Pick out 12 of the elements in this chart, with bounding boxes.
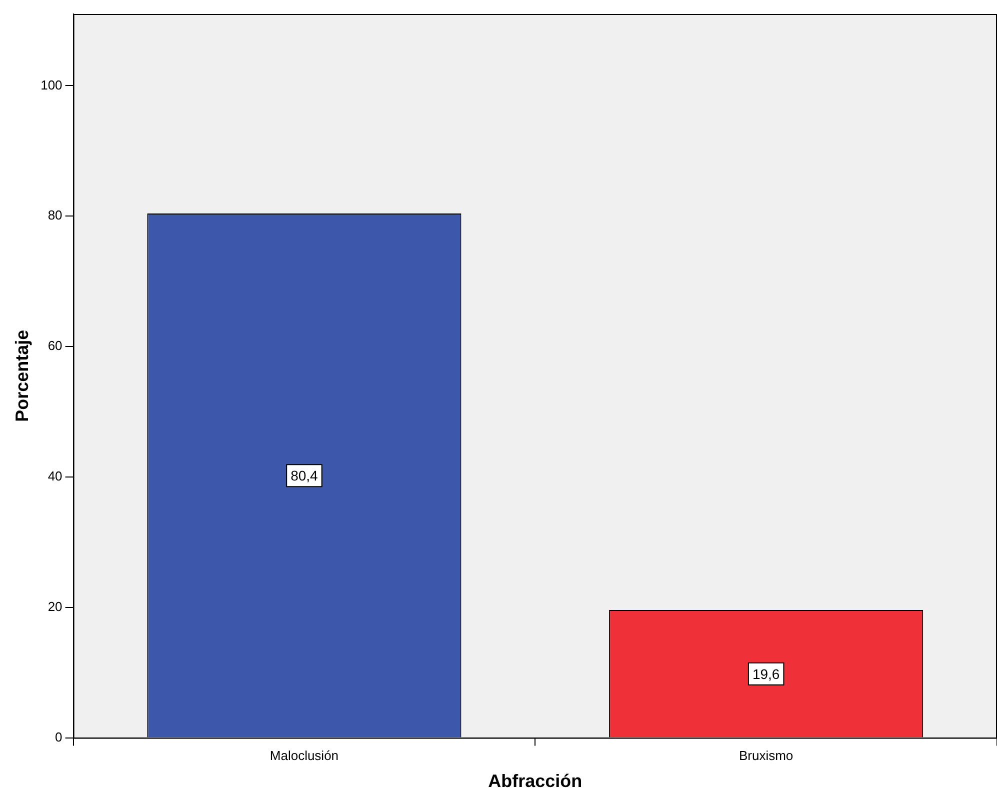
data-label: 19,6 [752,666,780,682]
y-tick-label: 80 [48,208,62,223]
data-label: 80,4 [290,468,318,484]
x-axis-title: Abfracción [488,771,582,792]
x-tick-label: Maloclusión [270,748,339,764]
y-axis-title: Porcentaje [12,330,32,422]
y-tick-label: 100 [40,77,62,92]
x-tick-label: Bruxismo [738,748,794,764]
y-tick-label: 40 [48,468,62,484]
y-tick-label: 20 [48,598,62,614]
y-tick-label: 0 [55,729,62,744]
y-tick-label: 60 [48,338,62,354]
